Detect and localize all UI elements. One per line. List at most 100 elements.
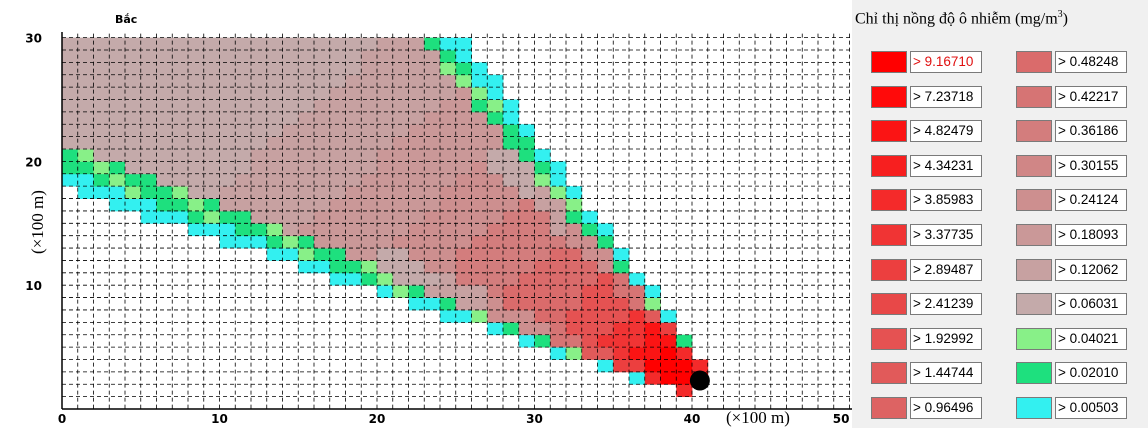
- concentration-cell: [408, 161, 425, 175]
- concentration-cell: [219, 99, 236, 113]
- concentration-cell: [392, 186, 409, 199]
- concentration-cell: [329, 74, 346, 88]
- concentration-cell: [361, 74, 378, 88]
- concentration-cell: [219, 49, 236, 63]
- concentration-cell: [487, 99, 504, 113]
- concentration-cell: [235, 235, 252, 249]
- concentration-cell: [392, 248, 409, 261]
- concentration-cell: [424, 62, 441, 76]
- concentration-cell: [282, 161, 299, 175]
- concentration-cell: [140, 161, 157, 175]
- legend-item: > 7.23718: [871, 85, 982, 109]
- legend-color-swatch: [871, 120, 907, 143]
- concentration-cell: [550, 309, 567, 323]
- concentration-cell: [471, 149, 488, 162]
- concentration-cell: [282, 149, 299, 162]
- concentration-cell: [503, 210, 520, 224]
- concentration-cell: [471, 285, 488, 298]
- concentration-cell: [566, 260, 583, 274]
- concentration-cell: [408, 272, 425, 286]
- concentration-cell: [424, 37, 441, 51]
- concentration-cell: [392, 272, 409, 286]
- concentration-cell: [266, 161, 283, 175]
- concentration-cell: [329, 62, 346, 76]
- concentration-cell: [188, 223, 205, 237]
- concentration-cell: [455, 235, 472, 249]
- concentration-cell: [77, 173, 94, 187]
- concentration-cell: [518, 136, 535, 150]
- concentration-cell: [77, 111, 94, 125]
- concentration-cell: [298, 37, 315, 51]
- concentration-cell: [440, 198, 457, 212]
- concentration-cell: [377, 248, 394, 261]
- concentration-cell: [140, 173, 157, 187]
- concentration-cell: [581, 334, 598, 348]
- concentration-cell: [109, 99, 126, 113]
- concentration-cell: [471, 248, 488, 261]
- concentration-cell: [345, 161, 362, 175]
- legend-value-label: > 0.02010: [1055, 362, 1127, 385]
- concentration-cell: [266, 99, 283, 113]
- x-axis-unit-label: (×100 m): [726, 408, 790, 427]
- x-tick-label: 30: [526, 412, 543, 426]
- concentration-cell: [140, 124, 157, 138]
- concentration-cell: [251, 173, 268, 187]
- legend-item: > 3.85983: [871, 188, 982, 212]
- concentration-cell: [440, 124, 457, 138]
- concentration-cell: [203, 49, 220, 63]
- concentration-cell: [156, 87, 173, 100]
- concentration-cell: [235, 124, 252, 138]
- concentration-cell: [392, 285, 409, 298]
- concentration-cell: [235, 161, 252, 175]
- concentration-cell: [345, 111, 362, 125]
- legend-item: > 0.12062: [1016, 258, 1127, 282]
- concentration-cell: [62, 49, 79, 63]
- concentration-cell: [314, 161, 331, 175]
- concentration-cell: [392, 235, 409, 249]
- concentration-cell: [361, 235, 378, 249]
- concentration-cell: [314, 62, 331, 76]
- concentration-cell: [62, 161, 79, 175]
- concentration-cell: [156, 186, 173, 199]
- concentration-cell: [219, 186, 236, 199]
- legend-value-label: > 0.42217: [1055, 85, 1127, 108]
- concentration-cell: [156, 49, 173, 63]
- legend-value-label: > 2.89487: [910, 258, 982, 281]
- concentration-cell: [266, 198, 283, 212]
- concentration-cell: [298, 136, 315, 150]
- legend-item: > 0.30155: [1016, 154, 1127, 178]
- concentration-cell: [219, 235, 236, 249]
- concentration-cell: [172, 99, 189, 113]
- legend-color-swatch: [1016, 327, 1052, 350]
- concentration-cell: [172, 74, 189, 88]
- concentration-cell: [581, 285, 598, 298]
- concentration-cell: [408, 87, 425, 100]
- concentration-cell: [597, 309, 614, 323]
- concentration-cell: [440, 260, 457, 274]
- concentration-cell: [550, 210, 567, 224]
- legend-color-swatch: [871, 327, 907, 350]
- concentration-cell: [455, 111, 472, 125]
- concentration-cell: [503, 272, 520, 286]
- concentration-cell: [377, 173, 394, 187]
- concentration-cell: [188, 198, 205, 212]
- concentration-cell: [109, 136, 126, 150]
- concentration-cell: [550, 260, 567, 274]
- concentration-cell: [251, 37, 268, 51]
- concentration-cell: [251, 223, 268, 237]
- concentration-cell: [487, 223, 504, 237]
- concentration-cell: [361, 99, 378, 113]
- concentration-cell: [629, 272, 646, 286]
- concentration-cell: [550, 285, 567, 298]
- concentration-cell: [408, 248, 425, 261]
- concentration-cell: [424, 210, 441, 224]
- concentration-cell: [534, 248, 551, 261]
- concentration-cell: [203, 223, 220, 237]
- concentration-cell: [377, 74, 394, 88]
- concentration-cell: [424, 124, 441, 138]
- concentration-cell: [487, 173, 504, 187]
- concentration-cell: [345, 248, 362, 261]
- concentration-cell: [471, 136, 488, 150]
- legend-value-label: > 0.00503: [1055, 397, 1127, 419]
- concentration-cell: [140, 87, 157, 100]
